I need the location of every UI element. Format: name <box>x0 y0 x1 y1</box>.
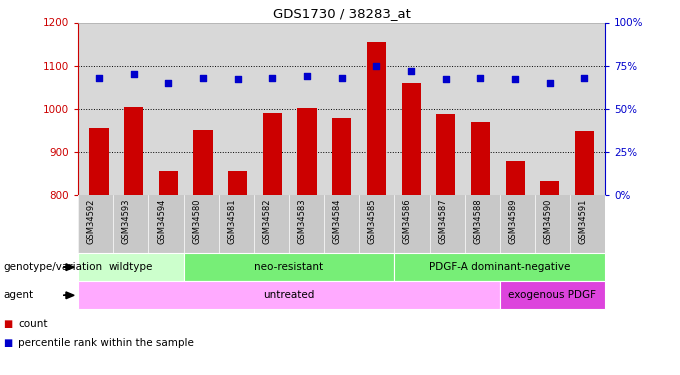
Bar <box>159 171 178 195</box>
Point <box>371 63 381 69</box>
Text: exogenous PDGF: exogenous PDGF <box>509 290 596 300</box>
Title: GDS1730 / 38283_at: GDS1730 / 38283_at <box>273 7 411 20</box>
Bar <box>297 108 317 195</box>
Text: GSM34581: GSM34581 <box>227 199 237 244</box>
Text: GSM34593: GSM34593 <box>122 199 131 244</box>
Point <box>440 76 451 82</box>
Text: untreated: untreated <box>263 290 315 300</box>
Bar <box>367 42 386 195</box>
Text: GSM34582: GSM34582 <box>262 199 271 244</box>
Bar <box>401 83 420 195</box>
Bar <box>194 130 213 195</box>
Text: GSM34589: GSM34589 <box>509 199 517 244</box>
Point <box>233 76 243 82</box>
Bar <box>575 131 594 195</box>
Text: ■: ■ <box>3 338 13 348</box>
Point <box>129 71 139 77</box>
Bar <box>263 113 282 195</box>
Bar <box>228 171 248 195</box>
Text: GSM34592: GSM34592 <box>87 199 96 244</box>
Text: GSM34588: GSM34588 <box>473 199 482 244</box>
Bar <box>332 118 352 195</box>
Text: ■: ■ <box>3 320 13 329</box>
Point <box>302 73 313 79</box>
Text: GSM34587: GSM34587 <box>438 199 447 244</box>
Bar <box>471 122 490 195</box>
Bar <box>540 181 559 195</box>
Point <box>336 75 347 81</box>
Text: percentile rank within the sample: percentile rank within the sample <box>18 338 194 348</box>
Point <box>544 80 555 86</box>
Bar <box>90 128 109 195</box>
Text: GSM34585: GSM34585 <box>368 199 377 244</box>
Point <box>198 75 209 81</box>
Text: PDGF-A dominant-negative: PDGF-A dominant-negative <box>429 262 571 272</box>
Point <box>509 76 520 82</box>
Text: neo-resistant: neo-resistant <box>254 262 324 272</box>
Text: agent: agent <box>3 290 33 300</box>
Text: count: count <box>18 320 48 329</box>
Point <box>267 75 278 81</box>
Point <box>475 75 486 81</box>
Text: GSM34594: GSM34594 <box>157 199 166 244</box>
Text: GSM34580: GSM34580 <box>192 199 201 244</box>
Point <box>579 75 590 81</box>
Text: GSM34586: GSM34586 <box>403 199 412 244</box>
Point <box>405 68 416 74</box>
Text: GSM34583: GSM34583 <box>298 199 307 244</box>
Text: GSM34590: GSM34590 <box>543 199 552 244</box>
Bar <box>505 161 524 195</box>
Point <box>163 80 174 86</box>
Point <box>94 75 105 81</box>
Bar <box>436 114 455 195</box>
Text: wildtype: wildtype <box>109 262 153 272</box>
Text: GSM34591: GSM34591 <box>579 199 588 244</box>
Text: genotype/variation: genotype/variation <box>3 262 103 272</box>
Bar <box>124 106 143 195</box>
Text: GSM34584: GSM34584 <box>333 199 342 244</box>
